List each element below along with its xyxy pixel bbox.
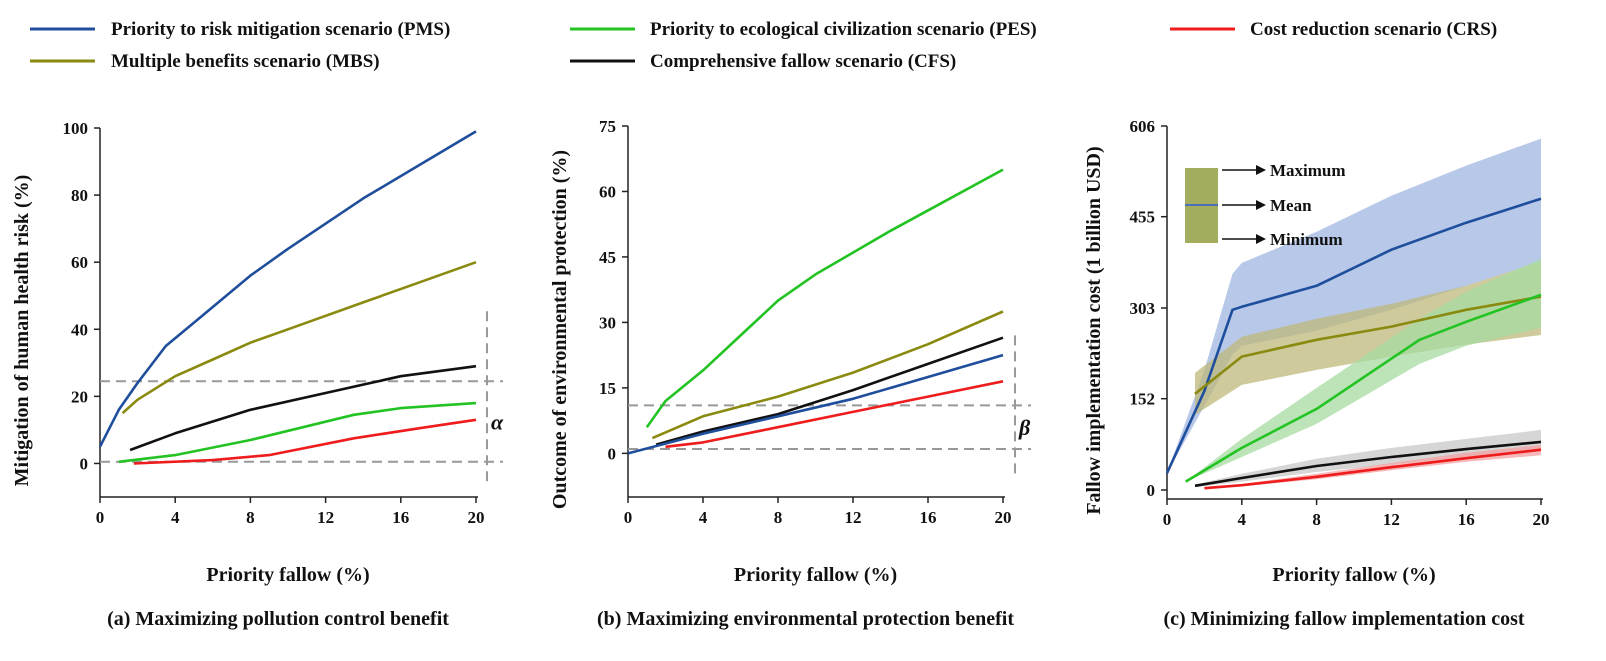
y-tick-label: 20 <box>71 387 88 406</box>
series-line-pes <box>118 401 477 464</box>
y-tick-label: 303 <box>1130 299 1156 318</box>
x-tick-label: 4 <box>171 508 180 527</box>
legend-item-mbs: Multiple benefits scenario (MBS) <box>30 51 380 72</box>
y-tick-label: 100 <box>63 119 89 138</box>
x-tick-label: 12 <box>845 508 862 527</box>
y-tick-label: 80 <box>71 186 88 205</box>
series-line-crs <box>1204 448 1542 490</box>
y-tick-label: 606 <box>1130 117 1156 136</box>
x-tick-label: 8 <box>246 508 255 527</box>
x-tick-label: 20 <box>468 508 485 527</box>
legend-label-pes: Priority to ecological civilization scen… <box>650 19 1037 40</box>
y-tick-label: 0 <box>80 454 89 473</box>
x-tick-label: 20 <box>1533 510 1550 529</box>
y-tick-label: 152 <box>1130 390 1156 409</box>
y-tick-label: 60 <box>599 182 616 201</box>
panel-c: 0 4 8 12 16 20 0 152 303 455 606 Priority fallow (%… <box>1083 117 1550 630</box>
x-axis-title: Priority fallow (%) <box>1272 564 1435 586</box>
series-line-crs <box>665 380 1004 449</box>
x-tick-label: 4 <box>699 508 708 527</box>
inset-legend-arrowhead <box>1256 165 1266 175</box>
y-tick-label: 455 <box>1130 208 1156 227</box>
y-tick-label: 15 <box>599 379 616 398</box>
inset-legend-arrowhead <box>1256 200 1266 210</box>
series-line-pms <box>627 353 1004 455</box>
x-tick-label: 16 <box>392 508 409 527</box>
series-line-mbs <box>651 310 1004 440</box>
inset-legend-label: Minimum <box>1270 230 1343 249</box>
bracket-label: β <box>1018 415 1031 440</box>
legend-item-pes: Priority to ecological civilization scen… <box>570 19 1037 40</box>
x-tick-label: 16 <box>920 508 937 527</box>
inset-legend-label: Maximum <box>1270 161 1346 180</box>
series-line-pms <box>1165 197 1542 474</box>
panel-b: 0 4 8 12 16 20 0 15 30 45 60 75 Priority fallow (%) O… <box>549 117 1031 630</box>
inset-legend-arrowhead <box>1256 234 1266 244</box>
series-line-crs <box>133 418 477 465</box>
x-axis-title: Priority fallow (%) <box>206 564 369 586</box>
y-tick-label: 60 <box>71 253 88 272</box>
legend-item-pms: Priority to risk mitigation scenario (PM… <box>30 19 450 40</box>
y-tick-label: 0 <box>1147 481 1156 500</box>
y-tick-label: 75 <box>599 117 616 136</box>
series-line-cfs <box>655 336 1004 446</box>
y-tick-label: 45 <box>599 248 616 267</box>
x-tick-label: 16 <box>1458 510 1475 529</box>
x-axis-title: Priority fallow (%) <box>734 564 897 586</box>
series-line-cfs <box>129 364 477 452</box>
x-tick-label: 0 <box>96 508 105 527</box>
series-line-cfs <box>1194 440 1542 488</box>
legend-item-crs: Cost reduction scenario (CRS) <box>1170 19 1497 40</box>
legend: Priority to risk mitigation scenario (PM… <box>30 19 1497 72</box>
legend-item-cfs: Comprehensive fallow scenario (CFS) <box>570 51 956 72</box>
y-axis-title: Outcome of environmental protection (%) <box>549 150 571 509</box>
x-tick-label: 12 <box>317 508 334 527</box>
legend-label-pms: Priority to risk mitigation scenario (PM… <box>111 19 450 40</box>
series-line-mbs <box>1194 295 1542 395</box>
series-line-pes <box>1185 293 1542 483</box>
legend-label-crs: Cost reduction scenario (CRS) <box>1250 19 1497 40</box>
y-tick-label: 40 <box>71 320 88 339</box>
panel-caption: (b) Maximizing environmental protection … <box>597 608 1014 630</box>
series-line-pms <box>98 130 477 448</box>
panel-caption: (a) Maximizing pollution control benefit <box>107 608 449 630</box>
panel-caption: (c) Minimizing fallow implementation cos… <box>1163 608 1524 630</box>
x-tick-label: 20 <box>995 508 1012 527</box>
panel-a: 0 4 8 12 16 20 0 20 40 60 80 100 Priority fallow (%)… <box>11 119 504 630</box>
bracket-label: α <box>491 410 504 435</box>
series-band-crs <box>1204 444 1541 489</box>
y-axis-title: Mitigation of human health risk (%) <box>11 175 33 487</box>
x-tick-label: 4 <box>1238 510 1247 529</box>
x-tick-label: 0 <box>624 508 633 527</box>
series-band-pms <box>1167 138 1541 474</box>
y-tick-label: 30 <box>599 313 616 332</box>
x-tick-label: 8 <box>774 508 783 527</box>
x-tick-label: 8 <box>1312 510 1321 529</box>
x-tick-label: 12 <box>1383 510 1400 529</box>
legend-label-mbs: Multiple benefits scenario (MBS) <box>111 51 380 72</box>
inset-legend-label: Mean <box>1270 196 1312 215</box>
y-tick-label: 0 <box>608 444 617 463</box>
series-line-mbs <box>121 260 477 415</box>
y-axis-title: Fallow implementation cost (1 billion US… <box>1083 146 1105 514</box>
series-line-pes <box>645 168 1004 428</box>
series-band-pes <box>1185 258 1541 482</box>
x-tick-label: 0 <box>1163 510 1172 529</box>
legend-label-cfs: Comprehensive fallow scenario (CFS) <box>650 51 956 72</box>
